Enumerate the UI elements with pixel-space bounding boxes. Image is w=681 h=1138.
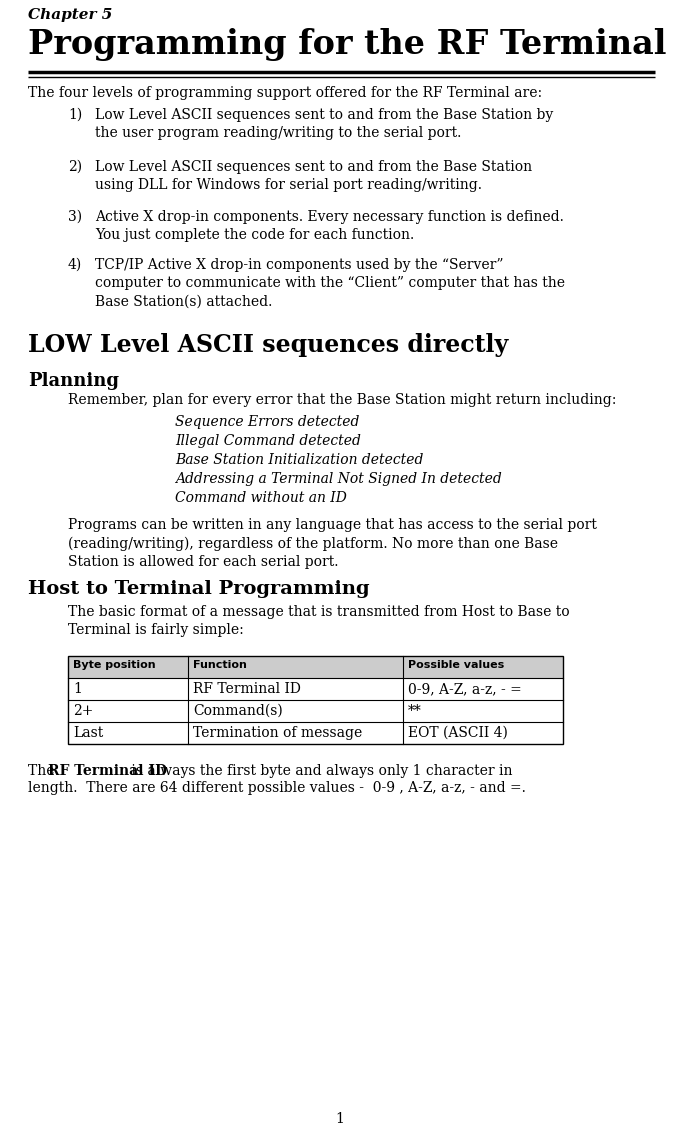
Text: Command(s): Command(s) — [193, 704, 283, 718]
Text: Low Level ASCII sequences sent to and from the Base Station
using DLL for Window: Low Level ASCII sequences sent to and fr… — [95, 160, 532, 192]
Text: 0-9, A-Z, a-z, - =: 0-9, A-Z, a-z, - = — [408, 682, 522, 696]
Text: Programming for the RF Terminal: Programming for the RF Terminal — [28, 28, 667, 61]
Text: Addressing a Terminal Not Signed In detected: Addressing a Terminal Not Signed In dete… — [175, 472, 502, 486]
Bar — [68, 655, 563, 744]
Text: LOW Level ASCII sequences directly: LOW Level ASCII sequences directly — [28, 333, 508, 357]
Text: Planning: Planning — [28, 372, 119, 390]
Text: The basic format of a message that is transmitted from Host to Base to
Terminal : The basic format of a message that is tr… — [68, 605, 569, 637]
Text: The four levels of programming support offered for the RF Terminal are:: The four levels of programming support o… — [28, 86, 542, 100]
Text: The: The — [28, 764, 59, 778]
Text: Base Station Initialization detected: Base Station Initialization detected — [175, 453, 424, 467]
Text: RF Terminal ID: RF Terminal ID — [193, 682, 301, 696]
Text: 3): 3) — [68, 211, 82, 224]
Text: **: ** — [408, 704, 422, 718]
Text: is always the first byte and always only 1 character in: is always the first byte and always only… — [127, 764, 513, 778]
Text: RF Terminal ID: RF Terminal ID — [48, 764, 167, 778]
Text: Command without an ID: Command without an ID — [175, 490, 347, 505]
Bar — [68, 655, 563, 678]
Text: Low Level ASCII sequences sent to and from the Base Station by
the user program : Low Level ASCII sequences sent to and fr… — [95, 108, 553, 140]
Text: Illegal Command detected: Illegal Command detected — [175, 434, 361, 448]
Text: 1: 1 — [336, 1112, 345, 1125]
Text: Termination of message: Termination of message — [193, 726, 362, 740]
Text: Host to Terminal Programming: Host to Terminal Programming — [28, 580, 370, 597]
Text: Byte position: Byte position — [73, 660, 156, 670]
Text: 1): 1) — [68, 108, 82, 122]
Text: 4): 4) — [68, 258, 82, 272]
Text: Last: Last — [73, 726, 104, 740]
Text: Possible values: Possible values — [408, 660, 504, 670]
Text: Remember, plan for every error that the Base Station might return including:: Remember, plan for every error that the … — [68, 393, 616, 407]
Text: EOT (ASCII 4): EOT (ASCII 4) — [408, 726, 508, 740]
Text: 2+: 2+ — [73, 704, 93, 718]
Text: Function: Function — [193, 660, 247, 670]
Text: Active X drop-in components. Every necessary function is defined.
You just compl: Active X drop-in components. Every neces… — [95, 211, 564, 242]
Text: 1: 1 — [73, 682, 82, 696]
Text: length.  There are 64 different possible values -  0-9 , A-Z, a-z, - and =.: length. There are 64 different possible … — [28, 781, 526, 795]
Text: Sequence Errors detected: Sequence Errors detected — [175, 415, 360, 429]
Text: Chapter 5: Chapter 5 — [28, 8, 112, 22]
Text: Programs can be written in any language that has access to the serial port
(read: Programs can be written in any language … — [68, 518, 597, 569]
Text: TCP/IP Active X drop-in components used by the “Server”
computer to communicate : TCP/IP Active X drop-in components used … — [95, 258, 565, 308]
Text: 2): 2) — [68, 160, 82, 174]
